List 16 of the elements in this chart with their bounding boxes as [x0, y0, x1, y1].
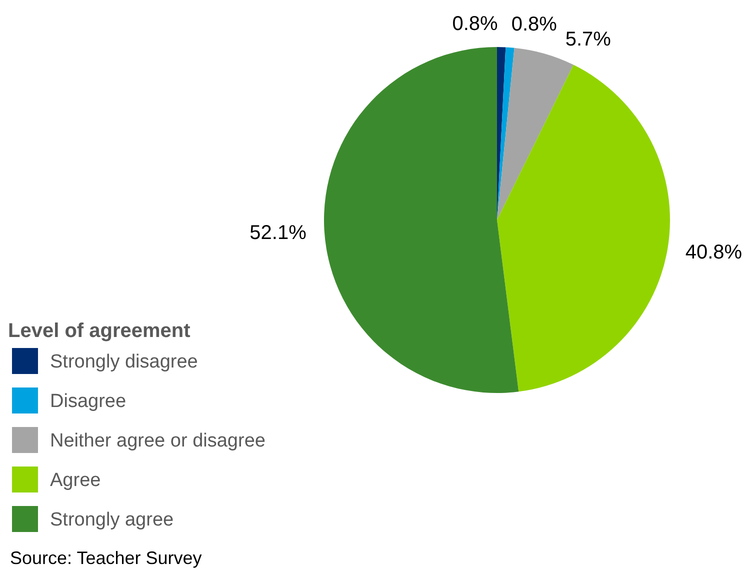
data-label: 52.1%	[250, 222, 307, 244]
legend-label: Disagree	[50, 391, 126, 412]
legend-label: Neither agree or disagree	[50, 430, 266, 452]
data-label: 40.8%	[685, 242, 742, 264]
pie-slice	[497, 48, 574, 220]
legend-title: Level of agreement	[8, 320, 191, 342]
legend-label: Agree	[50, 470, 101, 492]
pie-slice	[497, 47, 514, 220]
pie-slice	[497, 64, 670, 392]
legend-label: Strongly agree	[50, 510, 174, 531]
data-label: 5.7%	[565, 28, 612, 50]
source-note: Source: Teacher Survey	[10, 548, 202, 568]
legend-label: Strongly disagree	[50, 352, 198, 373]
pie-slice	[324, 47, 519, 393]
data-label: 0.8%	[452, 13, 498, 36]
data-label: 0.8%	[511, 14, 558, 36]
